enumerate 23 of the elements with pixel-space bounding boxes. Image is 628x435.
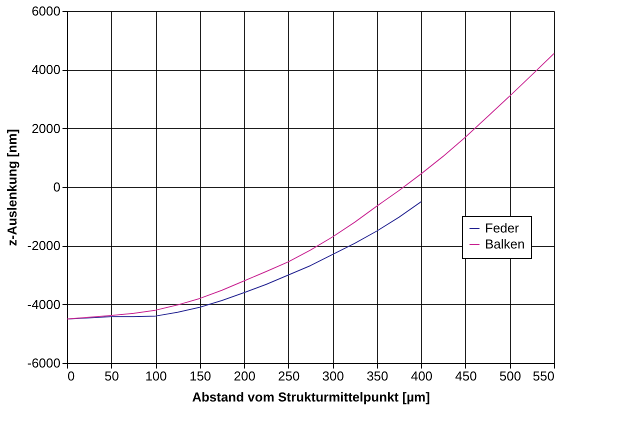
y-tick-label: -2000: [27, 238, 60, 254]
x-tick-label: 100: [145, 368, 167, 384]
x-tick-label: 500: [499, 368, 522, 384]
legend-label: Feder: [485, 220, 520, 236]
x-axis-title: Abstand vom Strukturmittelpunkt [µm]: [192, 390, 430, 404]
x-tick-label: 400: [410, 368, 433, 384]
y-tick-label: -6000: [27, 356, 60, 370]
y-tick-label: 2000: [32, 120, 60, 136]
x-tick-label: 200: [234, 368, 256, 384]
x-tick-label: 0: [68, 368, 75, 384]
y-tick-label: 4000: [32, 62, 60, 78]
x-tick-label: 150: [189, 368, 212, 384]
y-axis-title: z-Auslenkung [nm]: [4, 129, 20, 246]
y-tick-label: 6000: [32, 4, 60, 18]
x-tick-label: 250: [278, 368, 300, 384]
x-tick-label: 450: [455, 368, 477, 384]
y-tick-label: -4000: [27, 296, 60, 312]
x-tick-label: 50: [104, 368, 120, 384]
y-tick-label: 0: [53, 180, 60, 194]
x-tick-label: 350: [366, 368, 388, 384]
x-tick-label: 550: [532, 368, 554, 384]
legend-label: Balken: [485, 236, 525, 252]
x-tick-label: 300: [322, 368, 344, 384]
